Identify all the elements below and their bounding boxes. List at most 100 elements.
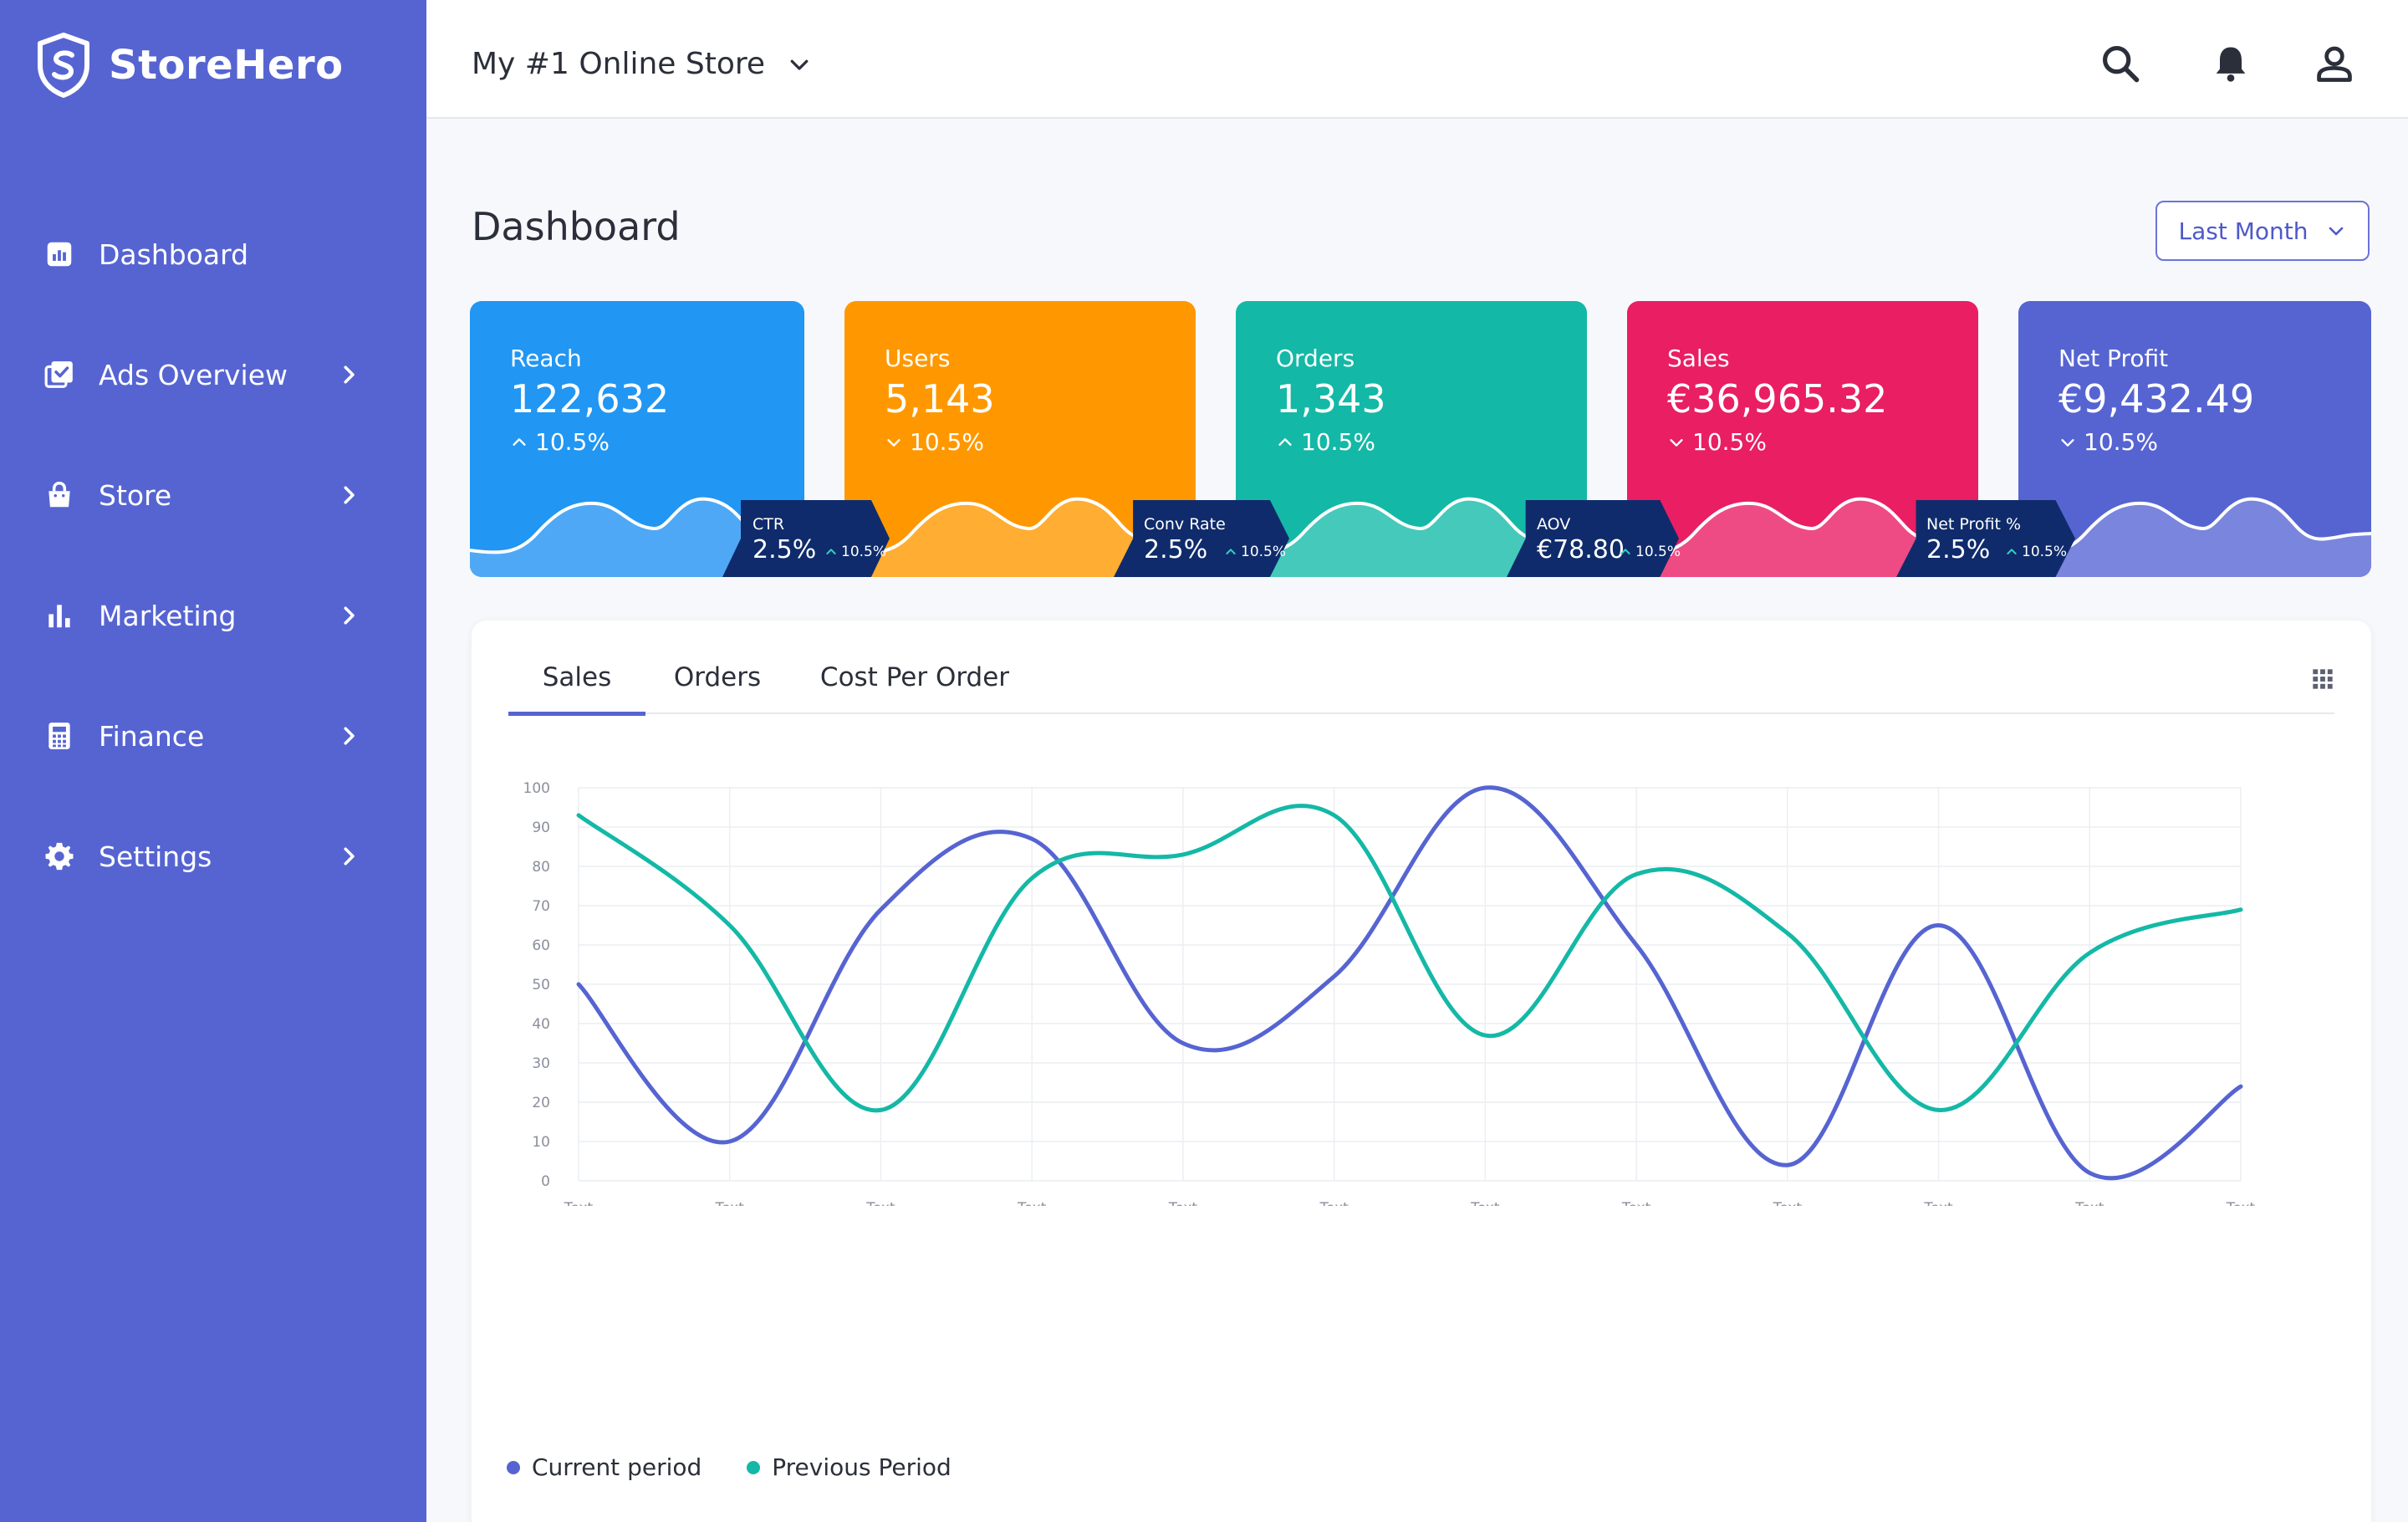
store-bag-icon: [43, 479, 75, 511]
period-dropdown[interactable]: Last Month: [2155, 201, 2370, 261]
store-selector[interactable]: My #1 Online Store: [472, 47, 812, 81]
ribbon-aov[interactable]: AOV €78.80 10.5%: [1507, 500, 1679, 577]
y-tick-label: 0: [541, 1173, 550, 1190]
ribbon-change: 10.5%: [824, 544, 886, 560]
arrow-up-icon: [824, 545, 838, 559]
sidebar-item-label: Finance: [99, 720, 204, 753]
y-tick-label: 70: [532, 898, 550, 915]
legend-item[interactable]: Previous Period: [747, 1453, 951, 1481]
x-tick-label: Text: [1621, 1200, 1651, 1206]
sidebar: StoreHero Dashboard Ads Overview Store Mark…: [0, 0, 426, 1522]
arrow-up-icon: [1276, 433, 1294, 452]
store-name: My #1 Online Store: [472, 47, 765, 81]
grid-menu-icon[interactable]: [2311, 667, 2334, 691]
arrow-down-icon: [885, 433, 903, 452]
ribbon-value: 2.5%: [1926, 535, 1990, 564]
calculator-icon: [43, 720, 75, 752]
sidebar-item-label: Marketing: [99, 600, 236, 632]
ribbon-label: Conv Rate: [1144, 515, 1226, 534]
ribbon-conv-rate[interactable]: Conv Rate 2.5% 10.5%: [1114, 500, 1289, 577]
kpi-value: 5,143: [885, 376, 995, 421]
ads-icon: [43, 359, 75, 391]
y-tick-label: 40: [532, 1016, 550, 1033]
topbar: My #1 Online Store: [426, 0, 2408, 119]
bell-icon[interactable]: [2209, 42, 2252, 85]
tab-cost-per-order[interactable]: Cost Per Order: [789, 662, 1040, 714]
sales-line-chart: 0 10 20 30 40 50 60 70 80 90 100 Text Text Text Text Te…: [472, 771, 2371, 1206]
sidebar-item-marketing[interactable]: Marketing: [0, 555, 426, 676]
kpi-label: Net Profit: [2059, 345, 2168, 372]
y-tick-label: 90: [532, 820, 550, 836]
tab-orders[interactable]: Orders: [659, 662, 776, 714]
x-tick-label: Text: [1168, 1200, 1198, 1206]
search-icon[interactable]: [2099, 42, 2142, 85]
ribbon-value: 2.5%: [752, 535, 816, 564]
sidebar-item-dashboard[interactable]: Dashboard: [0, 194, 426, 314]
arrow-up-icon: [510, 433, 528, 452]
kpi-change: 10.5%: [1667, 428, 1767, 456]
kpi-change: 10.5%: [510, 428, 610, 456]
x-tick-label: Text: [1773, 1200, 1803, 1206]
ribbon-net-profit-[interactable]: Net Profit % 2.5% 10.5%: [1896, 500, 2075, 577]
arrow-down-icon: [2059, 433, 2077, 452]
brand-logo[interactable]: StoreHero: [35, 32, 344, 99]
sidebar-item-label: Store: [99, 479, 171, 512]
x-tick-label: Text: [1923, 1200, 1953, 1206]
bar-chart-icon: [43, 600, 75, 631]
kpi-change-value: 10.5%: [535, 428, 610, 456]
user-icon[interactable]: [2313, 42, 2356, 85]
x-tick-label: Text: [1470, 1200, 1500, 1206]
legend-item[interactable]: Current period: [507, 1453, 701, 1481]
sidebar-item-ads-overview[interactable]: Ads Overview: [0, 314, 426, 435]
ribbon-label: Net Profit %: [1926, 515, 2021, 534]
x-tick-label: Text: [865, 1200, 895, 1206]
chevron-down-icon: [2326, 221, 2346, 241]
kpi-label: Orders: [1276, 345, 1354, 372]
chevron-right-icon: [336, 362, 361, 387]
period-label: Last Month: [2179, 217, 2309, 245]
kpi-value: 122,632: [510, 376, 669, 421]
ribbon-change-value: 10.5%: [2022, 544, 2067, 560]
legend-label: Previous Period: [772, 1453, 951, 1481]
legend-swatch: [507, 1461, 520, 1474]
kpi-change-value: 10.5%: [2084, 428, 2158, 456]
sidebar-item-label: Settings: [99, 840, 212, 873]
arrow-down-icon: [1667, 433, 1686, 452]
legend-swatch: [747, 1461, 760, 1474]
kpi-change-value: 10.5%: [1301, 428, 1375, 456]
chevron-right-icon: [336, 723, 361, 748]
y-tick-label: 10: [532, 1134, 550, 1151]
kpi-label: Reach: [510, 345, 582, 372]
kpi-change: 10.5%: [1276, 428, 1375, 456]
kpi-change-value: 10.5%: [1692, 428, 1767, 456]
kpi-value: 1,343: [1276, 376, 1386, 421]
chart-legend: Current period Previous Period: [507, 1453, 997, 1481]
ribbon-change: 10.5%: [1224, 544, 1286, 560]
dashboard-icon: [43, 238, 75, 270]
sidebar-item-settings[interactable]: Settings: [0, 796, 426, 917]
y-tick-label: 80: [532, 859, 550, 876]
chevron-right-icon: [336, 603, 361, 628]
ribbon-ctr[interactable]: CTR 2.5% 10.5%: [722, 500, 890, 577]
kpi-change-value: 10.5%: [910, 428, 984, 456]
chevron-right-icon: [336, 844, 361, 869]
sidebar-item-store[interactable]: Store: [0, 435, 426, 555]
x-tick-label: Text: [1319, 1200, 1349, 1206]
page-title: Dashboard: [472, 204, 681, 249]
kpi-label: Users: [885, 345, 950, 372]
chart-panel: Sales Orders Cost Per Order 0 10 20 30 40 50 6…: [472, 621, 2371, 1522]
y-tick-label: 50: [532, 977, 550, 993]
sidebar-item-label: Dashboard: [99, 238, 248, 271]
legend-label: Current period: [532, 1453, 701, 1481]
brand-name: StoreHero: [109, 42, 344, 89]
y-tick-label: 30: [532, 1055, 550, 1072]
chevron-down-icon: [787, 52, 812, 77]
tab-sales[interactable]: Sales: [508, 662, 645, 716]
series-line-previous: [579, 806, 2241, 1111]
ribbon-change-value: 10.5%: [1635, 544, 1681, 560]
kpi-value: €36,965.32: [1667, 376, 1887, 421]
ribbon-change-value: 10.5%: [1241, 544, 1286, 560]
x-tick-label: Text: [1017, 1200, 1047, 1206]
sidebar-item-label: Ads Overview: [99, 359, 288, 391]
sidebar-item-finance[interactable]: Finance: [0, 676, 426, 796]
